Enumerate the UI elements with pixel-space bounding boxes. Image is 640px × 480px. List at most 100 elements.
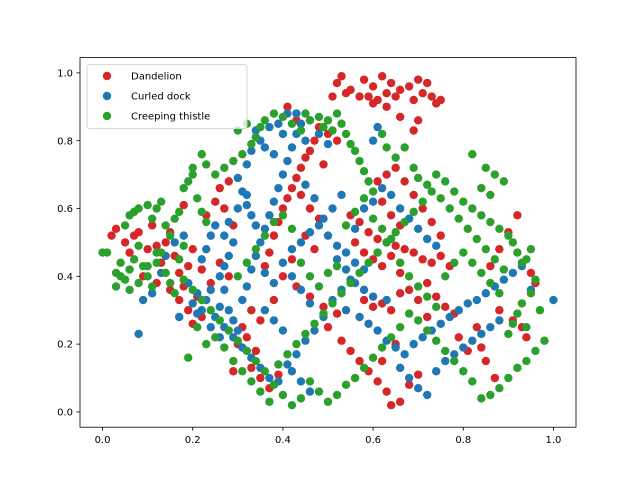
data-point xyxy=(423,234,432,244)
data-point xyxy=(432,292,441,301)
data-point xyxy=(111,282,121,291)
data-point xyxy=(323,322,333,332)
data-point xyxy=(368,302,378,312)
data-point xyxy=(400,244,409,254)
data-point xyxy=(314,387,324,396)
data-point xyxy=(522,322,531,332)
data-point xyxy=(265,373,274,383)
data-point xyxy=(504,373,513,383)
data-point xyxy=(102,248,112,257)
data-point xyxy=(165,278,175,288)
data-point xyxy=(526,244,536,254)
data-point xyxy=(341,306,351,315)
data-point xyxy=(395,85,405,95)
legend-label-0: Dandelion xyxy=(131,72,182,83)
data-point xyxy=(359,166,369,176)
data-point xyxy=(224,306,233,315)
data-point xyxy=(256,387,265,396)
data-point xyxy=(504,329,513,339)
data-point xyxy=(211,333,220,342)
y-tick-label: 1.0 xyxy=(57,68,73,79)
data-point xyxy=(418,333,427,342)
data-point xyxy=(332,78,342,88)
data-point xyxy=(170,214,179,223)
data-point xyxy=(229,238,238,247)
data-point xyxy=(418,197,427,206)
data-point xyxy=(377,129,387,139)
data-point xyxy=(341,129,351,139)
data-point xyxy=(526,268,536,278)
data-point xyxy=(499,275,509,284)
data-point xyxy=(152,258,161,267)
data-point xyxy=(229,356,238,366)
data-point xyxy=(359,285,369,295)
data-point xyxy=(287,400,297,410)
data-point xyxy=(292,339,301,349)
data-point xyxy=(508,319,518,328)
data-point xyxy=(413,282,423,291)
data-point xyxy=(368,99,378,108)
data-point xyxy=(116,258,125,267)
data-point xyxy=(278,390,288,400)
data-point xyxy=(256,122,265,132)
data-point xyxy=(287,224,297,234)
series-1-points xyxy=(134,109,558,400)
data-point xyxy=(179,275,188,284)
data-point xyxy=(404,82,414,91)
data-point xyxy=(486,190,495,200)
data-point xyxy=(423,326,432,335)
y-tick-label: 0.4 xyxy=(57,272,73,283)
data-point xyxy=(296,163,306,172)
data-point xyxy=(513,363,522,373)
data-point xyxy=(350,207,360,217)
series-0-points xyxy=(107,72,540,410)
data-point xyxy=(463,299,472,308)
data-point xyxy=(341,89,351,98)
data-point xyxy=(373,122,382,132)
data-point xyxy=(305,228,315,237)
data-point xyxy=(373,248,382,257)
data-point xyxy=(287,367,297,376)
data-point xyxy=(332,136,342,145)
data-point xyxy=(175,268,184,278)
data-point xyxy=(188,163,197,172)
data-point xyxy=(147,282,157,291)
legend-marker-1 xyxy=(102,91,112,101)
data-point xyxy=(477,329,486,339)
data-point xyxy=(391,241,400,250)
data-point xyxy=(535,306,545,315)
data-point xyxy=(432,170,441,179)
x-tick-label: 0.8 xyxy=(455,435,471,446)
data-point xyxy=(490,373,500,383)
data-point xyxy=(305,299,315,308)
data-point xyxy=(296,285,306,295)
data-point xyxy=(260,268,270,278)
data-point xyxy=(413,116,423,125)
data-point xyxy=(305,146,315,156)
data-point xyxy=(409,163,418,172)
data-point xyxy=(242,346,252,356)
data-point xyxy=(499,265,509,274)
data-point xyxy=(206,231,215,240)
data-point xyxy=(350,373,360,383)
data-point xyxy=(260,367,270,376)
data-point xyxy=(229,367,238,376)
data-point xyxy=(359,194,369,203)
data-point xyxy=(368,187,378,196)
data-point xyxy=(283,194,292,203)
data-point xyxy=(305,292,315,301)
data-point xyxy=(206,322,215,332)
data-point xyxy=(332,390,342,400)
data-point xyxy=(170,238,179,247)
data-point xyxy=(260,231,270,240)
data-point xyxy=(468,150,477,159)
data-point xyxy=(215,316,224,325)
data-point xyxy=(197,150,206,159)
data-point xyxy=(247,363,256,373)
data-point xyxy=(247,377,256,386)
data-point xyxy=(134,241,143,250)
data-point xyxy=(522,333,531,342)
data-point xyxy=(310,136,319,145)
data-point xyxy=(454,306,463,315)
data-point xyxy=(211,221,220,230)
